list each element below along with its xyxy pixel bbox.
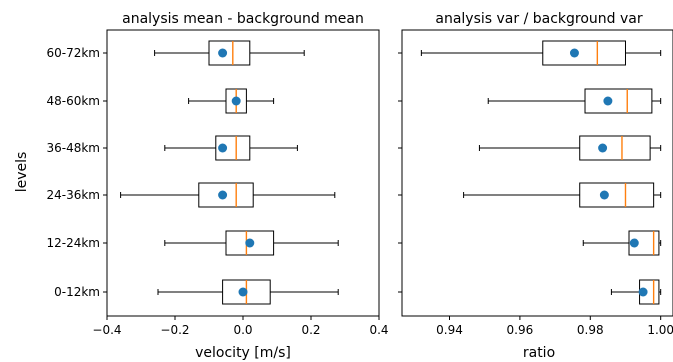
mean-marker: [238, 287, 248, 297]
left-y-tick-label: 60-72km: [46, 46, 100, 60]
right-x-tick-label: 0.98: [577, 323, 604, 337]
right-box-group: [420, 40, 662, 305]
mean-marker: [638, 287, 648, 297]
right-chart-title: analysis var / background var: [435, 11, 642, 27]
mean-marker: [629, 238, 639, 248]
right-box-48-60km: [487, 88, 662, 114]
right-y-ticks: [398, 52, 402, 293]
left-x-tick-label: −0.4: [92, 323, 121, 337]
left-x-tick-label: 0.0: [233, 323, 252, 337]
interquartile-box: [215, 135, 251, 161]
left-y-tick-label: 48-60km: [46, 94, 100, 108]
left-box-36-48km: [164, 135, 298, 161]
left-x-tick-label: 0.4: [369, 323, 388, 337]
mean-marker: [218, 48, 228, 58]
interquartile-box: [584, 88, 653, 114]
left-plot-frame: [106, 29, 380, 317]
left-y-axis-label: levels: [14, 152, 30, 193]
left-y-tick-label: 0-12km: [54, 285, 100, 299]
mean-marker: [218, 190, 228, 200]
interquartile-box: [628, 230, 660, 256]
left-y-tick-label: 36-48km: [46, 141, 100, 155]
mean-marker: [603, 96, 613, 106]
interquartile-box: [225, 230, 275, 256]
mean-marker: [598, 143, 608, 153]
left-box-60-72km: [154, 40, 305, 66]
right-x-tick-label: 0.94: [436, 323, 463, 337]
right-x-tick-label: 1.00: [647, 323, 673, 337]
left-x-ticks: −0.4 −0.2 0.0 0.2 0.4: [92, 316, 389, 337]
left-box-0-12km: [157, 279, 339, 305]
left-box-group: [120, 40, 339, 305]
mean-marker: [599, 190, 609, 200]
mean-marker: [569, 48, 579, 58]
left-x-tick-label: −0.2: [160, 323, 189, 337]
left-y-tick-label: 24-36km: [46, 188, 100, 202]
left-y-tick-label: 12-24km: [46, 236, 100, 250]
left-x-tick-label: 0.2: [301, 323, 320, 337]
panel-variance-ratio: analysis var / background var ratio 0.94…: [398, 11, 673, 361]
right-box-36-48km: [478, 135, 662, 161]
mean-marker: [231, 96, 241, 106]
left-box-24-36km: [120, 182, 336, 208]
right-plot-frame: [401, 29, 673, 317]
interquartile-box: [579, 135, 651, 161]
left-y-ticks: 0-12km 12-24km 24-36km 36-48km 48-60km 60-72k…: [46, 46, 107, 299]
left-box-12-24km: [164, 230, 339, 256]
right-x-axis-label: ratio: [523, 345, 555, 361]
left-chart-title: analysis mean - background mean: [122, 11, 364, 27]
right-x-ticks: 0.94 0.96 0.98 1.00: [436, 316, 673, 337]
left-box-48-60km: [188, 88, 275, 114]
right-box-60-72km: [420, 40, 662, 66]
interquartile-box: [208, 40, 251, 66]
interquartile-box: [198, 182, 254, 208]
right-box-24-36km: [463, 182, 662, 208]
panel-mean-difference: analysis mean - background mean levels v…: [14, 11, 389, 361]
right-box-0-12km: [610, 279, 662, 305]
mean-marker: [218, 143, 228, 153]
right-x-tick-label: 0.96: [507, 323, 534, 337]
interquartile-box: [579, 182, 655, 208]
mean-marker: [245, 238, 255, 248]
right-box-12-24km: [582, 230, 662, 256]
interquartile-box: [542, 40, 626, 66]
left-x-axis-label: velocity [m/s]: [195, 345, 291, 361]
